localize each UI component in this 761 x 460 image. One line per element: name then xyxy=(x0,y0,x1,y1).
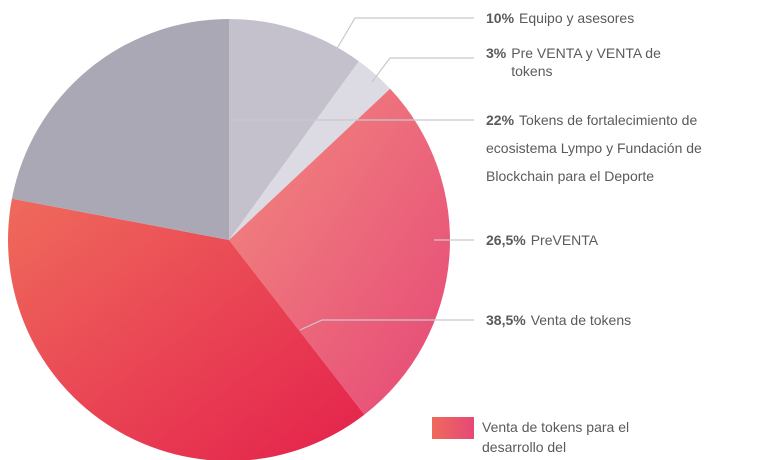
slice-percent: 26,5% xyxy=(486,232,526,248)
slice-percent: 3% xyxy=(486,45,507,61)
slice-name: Venta de tokens xyxy=(530,312,632,328)
slice-percent: 10% xyxy=(486,10,515,26)
pie-slice xyxy=(11,19,229,240)
pie-slice xyxy=(8,198,365,460)
slice-name: PreVENTA xyxy=(530,232,599,248)
slice-label: 3% Pre VENTA y VENTA de tokens xyxy=(486,44,691,80)
pie-slice xyxy=(229,61,391,240)
slice-name: Equipo y asesores xyxy=(519,10,635,26)
slice-percent: 22% xyxy=(486,112,515,128)
slice-label: 26,5% PreVENTA xyxy=(486,226,598,254)
legend-label: Venta de tokens para el desarrollo del xyxy=(482,419,630,455)
slice-percent: 38,5% xyxy=(486,312,526,328)
pie-slice xyxy=(229,88,451,415)
slice-label: 22% Tokens de fortalecimiento de ecosiste… xyxy=(486,106,761,190)
slice-name: Tokens de fortalecimiento de ecosistema … xyxy=(486,112,702,184)
slice-label: 10% Equipo y asesores xyxy=(486,4,634,32)
legend-swatch xyxy=(432,417,474,439)
leader-line xyxy=(371,57,474,83)
leader-line xyxy=(299,319,474,331)
slice-name: Pre VENTA y VENTA de tokens xyxy=(511,45,661,79)
pie-slice xyxy=(229,19,359,240)
slice-label: 38,5% Venta de tokens xyxy=(486,306,631,334)
leader-line xyxy=(334,17,474,53)
